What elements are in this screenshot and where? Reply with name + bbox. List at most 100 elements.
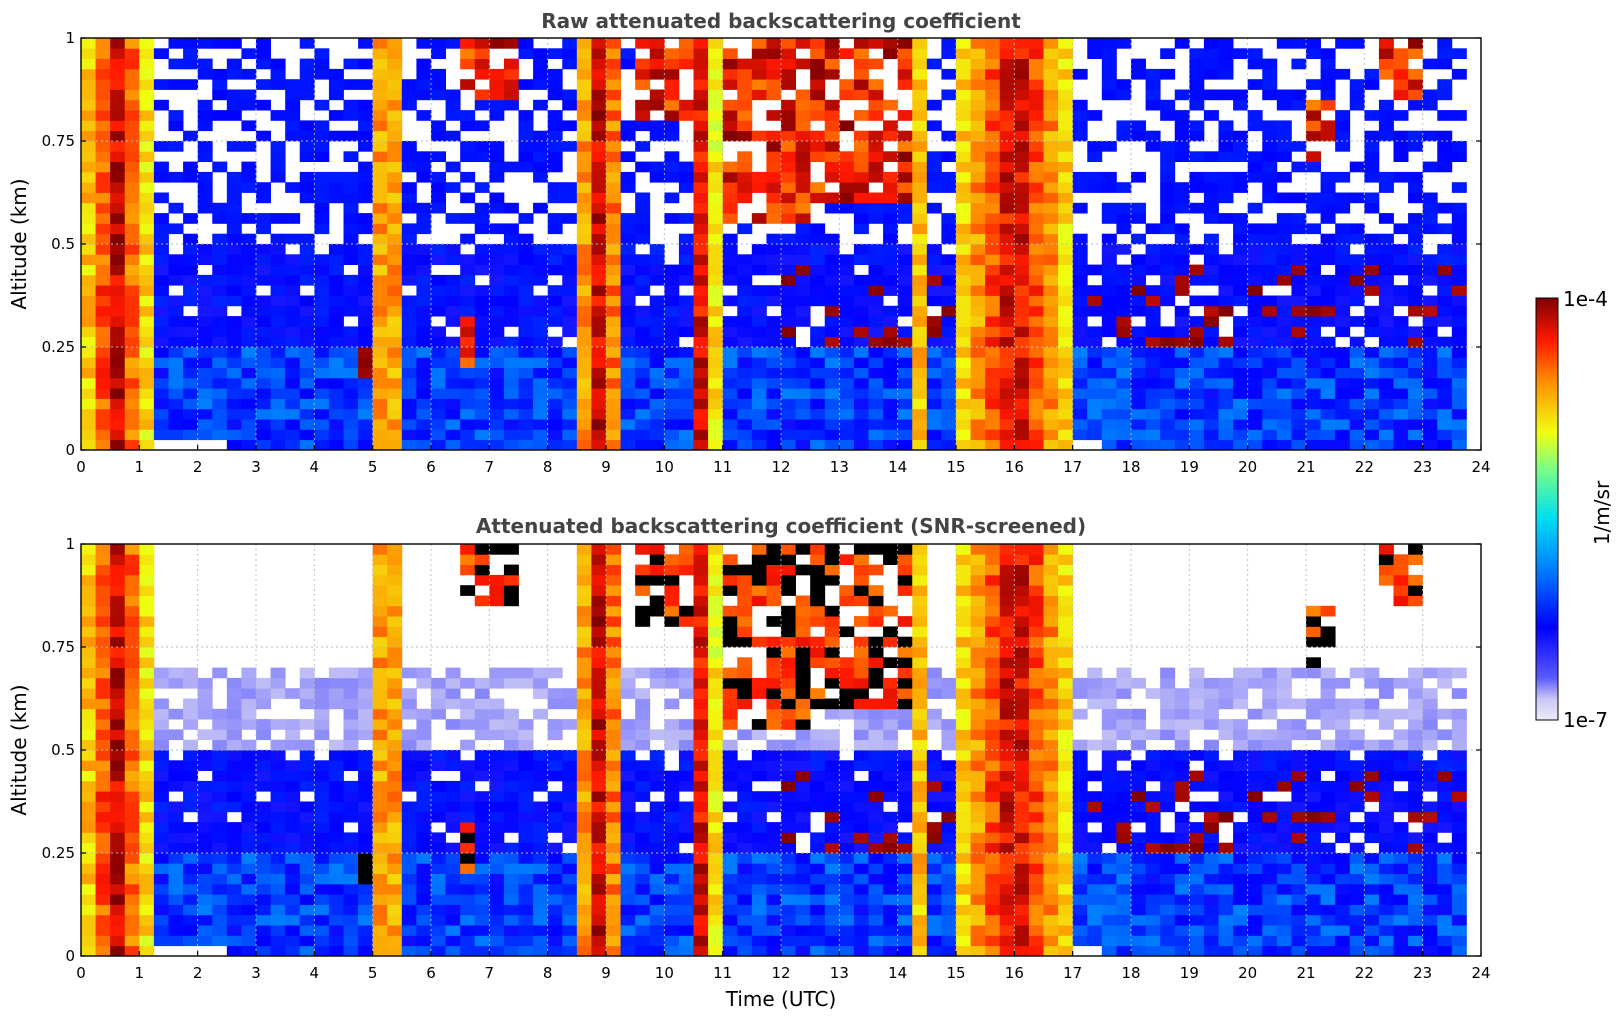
heatmap-cell	[1058, 305, 1074, 317]
heatmap-cell	[1378, 419, 1394, 430]
heatmap-cell	[1247, 388, 1263, 399]
heatmap-cell	[401, 945, 417, 957]
heatmap-cell	[533, 832, 549, 844]
heatmap-cell	[1028, 408, 1044, 420]
heatmap-cell	[708, 357, 724, 368]
heatmap-cell	[1291, 439, 1307, 451]
heatmap-cell	[868, 429, 884, 441]
heatmap-cell	[795, 667, 811, 679]
heatmap-cell	[635, 285, 651, 296]
heatmap-cell	[1189, 274, 1205, 286]
heatmap-cell	[1408, 326, 1424, 338]
heatmap-cell	[635, 770, 651, 782]
heatmap-cell	[1145, 79, 1161, 90]
heatmap-cell	[795, 873, 811, 885]
heatmap-cell	[591, 244, 607, 255]
heatmap-cell	[853, 729, 869, 741]
heatmap-cell	[956, 398, 971, 410]
heatmap-cell	[299, 842, 315, 854]
heatmap-cell	[751, 244, 767, 255]
heatmap-cell	[912, 688, 928, 699]
heatmap-cell	[897, 171, 913, 183]
heatmap-cell	[431, 295, 446, 307]
heatmap-cell	[1101, 264, 1117, 276]
heatmap-cell	[270, 894, 286, 905]
heatmap-cell	[139, 760, 155, 771]
heatmap-cell	[270, 347, 286, 358]
heatmap-cell	[897, 305, 913, 317]
heatmap-cell	[474, 801, 490, 813]
heatmap-cell	[401, 357, 417, 368]
heatmap-cell	[460, 873, 476, 885]
heatmap-cell	[81, 233, 96, 245]
heatmap-cell	[1160, 110, 1176, 121]
heatmap-cell	[416, 770, 432, 782]
heatmap-cell	[591, 811, 607, 823]
heatmap-cell	[183, 853, 199, 864]
heatmap-cell	[503, 791, 519, 802]
heatmap-cell	[1218, 151, 1234, 162]
heatmap-cell	[1174, 192, 1190, 204]
heatmap-cell	[678, 863, 694, 874]
heatmap-cell	[1233, 398, 1249, 410]
heatmap-cell	[999, 141, 1015, 152]
heatmap-cell	[285, 120, 301, 132]
heatmap-cell	[1058, 388, 1074, 399]
heatmap-cell	[751, 398, 767, 410]
heatmap-cell	[737, 120, 753, 132]
heatmap-cell	[1291, 295, 1307, 307]
heatmap-cell	[824, 326, 840, 338]
heatmap-cell	[956, 202, 971, 214]
heatmap-cell	[897, 636, 913, 648]
heatmap-cell	[183, 244, 199, 255]
heatmap-cell	[1262, 264, 1278, 276]
heatmap-cell	[1087, 398, 1103, 410]
heatmap-cell	[81, 791, 96, 802]
heatmap-cell	[824, 554, 840, 565]
heatmap-cell	[693, 285, 709, 296]
heatmap-cell	[737, 894, 753, 905]
heatmap-cell	[1393, 254, 1409, 265]
heatmap-cell	[606, 120, 621, 132]
heatmap-cell	[795, 863, 811, 874]
heatmap-cell	[606, 729, 621, 741]
heatmap-cell	[431, 883, 446, 895]
heatmap-cell	[839, 595, 855, 607]
heatmap-cell	[751, 564, 767, 576]
heatmap-cell	[212, 388, 228, 399]
heatmap-cell	[781, 408, 796, 420]
heatmap-cell	[766, 367, 782, 379]
heatmap-cell	[1320, 99, 1336, 111]
heatmap-cell	[183, 904, 199, 916]
heatmap-cell	[518, 79, 534, 90]
heatmap-cell	[1218, 182, 1234, 193]
heatmap-cell	[1306, 305, 1321, 317]
heatmap-cell	[781, 842, 796, 854]
heatmap-cell	[591, 274, 607, 286]
heatmap-cell	[693, 326, 709, 338]
heatmap-cell	[678, 439, 694, 451]
heatmap-cell	[708, 326, 724, 338]
heatmap-cell	[1393, 295, 1409, 307]
heatmap-cell	[197, 408, 213, 420]
heatmap-cell	[81, 739, 96, 751]
heatmap-cell	[212, 853, 228, 864]
heatmap-cell	[737, 832, 753, 844]
heatmap-cell	[503, 667, 519, 679]
heatmap-cell	[708, 750, 724, 761]
heatmap-cell	[591, 688, 607, 699]
heatmap-cell	[212, 38, 228, 49]
heatmap-cell	[722, 58, 738, 70]
heatmap-cell	[1408, 192, 1424, 204]
heatmap-cell	[1233, 408, 1249, 420]
heatmap-cell	[795, 274, 811, 286]
heatmap-cell	[883, 760, 899, 771]
heatmap-cell	[1335, 68, 1351, 80]
heatmap-cell	[591, 89, 607, 101]
heatmap-cell	[766, 244, 782, 255]
heatmap-cell	[1174, 398, 1190, 410]
heatmap-cell	[256, 935, 271, 947]
heatmap-cell	[1408, 367, 1424, 379]
heatmap-cell	[328, 326, 344, 338]
heatmap-cell	[139, 419, 155, 430]
